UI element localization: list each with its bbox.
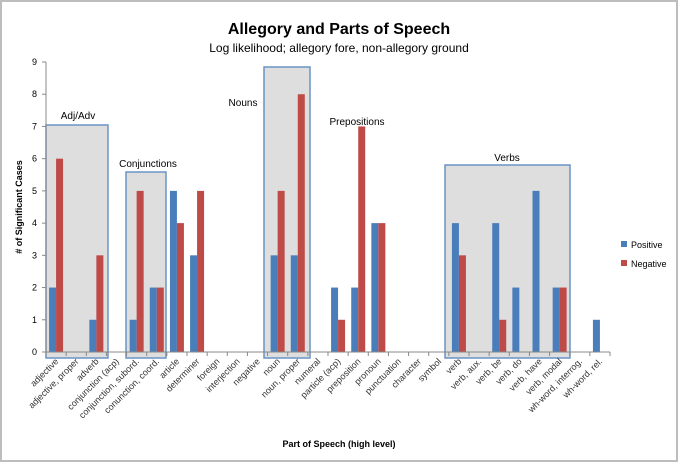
y-tick-label: 6 (32, 154, 37, 164)
bar-negative-0 (56, 158, 64, 352)
bar-positive-24 (532, 190, 540, 352)
legend-swatch-positive (621, 241, 627, 247)
legend-label-negative: Negative (631, 259, 667, 269)
bar-negative-15 (358, 126, 366, 352)
bar-positive-20 (451, 223, 459, 352)
bar-positive-4 (129, 319, 137, 352)
bar-negative-2 (96, 255, 104, 352)
legend-label-positive: Positive (631, 240, 663, 250)
bar-positive-25 (552, 287, 560, 352)
y-tick-label: 4 (32, 218, 37, 228)
y-tick-label: 1 (32, 315, 37, 325)
bar-positive-23 (512, 287, 520, 352)
annotation-adj-adv: Adj/Adv (61, 111, 95, 122)
bar-negative-14 (338, 319, 346, 352)
y-tick-label: 7 (32, 121, 37, 131)
bar-negative-7 (197, 190, 205, 352)
bar-positive-11 (270, 255, 278, 352)
bar-positive-5 (149, 287, 157, 352)
bar-positive-14 (331, 287, 339, 352)
legend: Positive Negative (621, 240, 667, 269)
y-tick-label: 8 (32, 89, 37, 99)
chart-title: Allegory and Parts of Speech (228, 21, 450, 38)
chart-subtitle: Log likelihood; allegory fore, non-alleg… (209, 41, 469, 55)
annotation-nouns: Nouns (229, 98, 258, 109)
bar-negative-5 (156, 287, 164, 352)
bar-positive-15 (351, 287, 359, 352)
bar-positive-2 (89, 319, 97, 352)
y-tick-label: 0 (32, 347, 37, 357)
bar-negative-22 (499, 319, 507, 352)
bar-negative-25 (559, 287, 567, 352)
bar-negative-6 (176, 223, 184, 352)
bar-negative-4 (136, 190, 144, 352)
bar-positive-27 (592, 319, 600, 352)
y-tick-label: 2 (32, 283, 37, 293)
y-tick-label: 9 (32, 57, 37, 67)
annotation-verbs: Verbs (494, 153, 520, 164)
bar-negative-16 (378, 223, 386, 352)
bar-positive-16 (371, 223, 379, 352)
bar-negative-11 (277, 190, 285, 352)
x-axis-label: Part of Speech (high level) (282, 439, 395, 449)
y-tick-label: 5 (32, 186, 37, 196)
y-tick-label: 3 (32, 250, 37, 260)
y-axis-label: # of Significant Cases (14, 160, 24, 254)
bar-positive-12 (290, 255, 298, 352)
bar-negative-12 (297, 94, 305, 352)
bar-positive-22 (492, 223, 500, 352)
annotation-prepositions: Prepositions (329, 117, 384, 128)
bar-positive-7 (190, 255, 198, 352)
bar-positive-6 (169, 190, 177, 352)
bar-positive-0 (49, 287, 57, 352)
annotation-conjunctions: Conjunctions (119, 159, 177, 170)
bar-negative-20 (458, 255, 466, 352)
legend-swatch-negative (621, 260, 627, 266)
